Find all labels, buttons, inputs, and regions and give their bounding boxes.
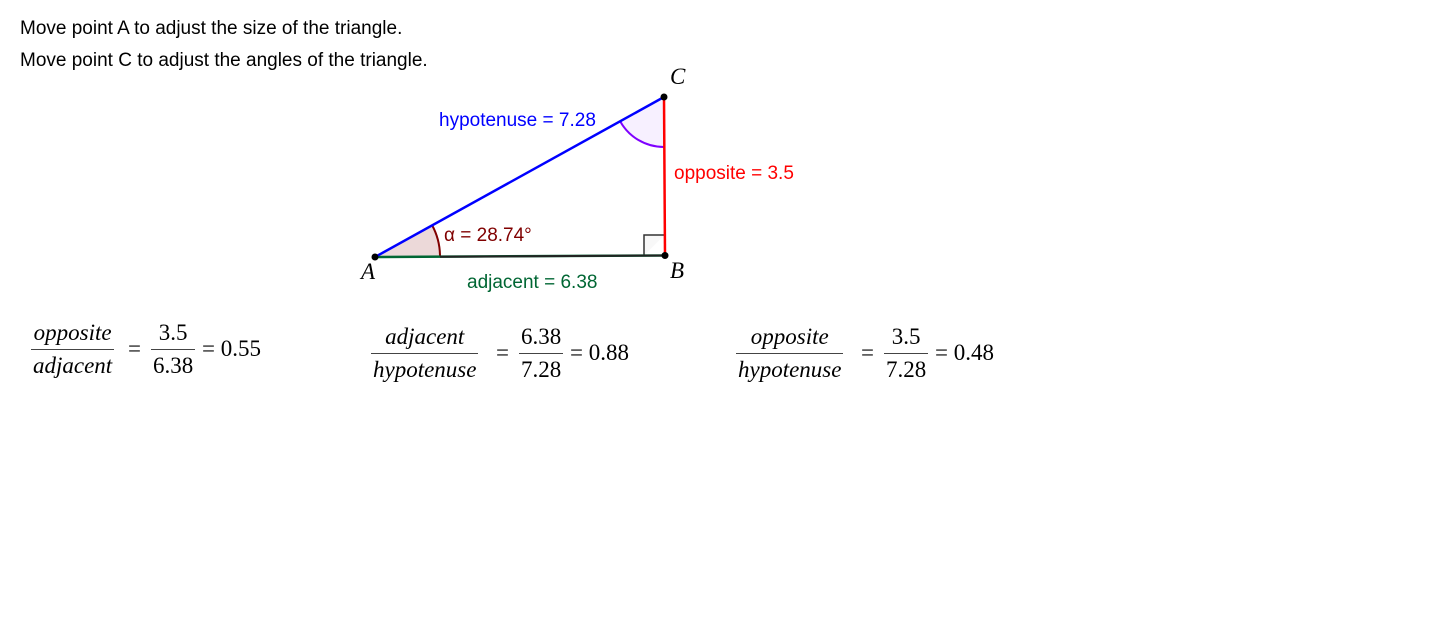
ratio-2-result: = 0.88 xyxy=(570,340,629,365)
numerator: 3.5 xyxy=(891,324,921,349)
denominator: 6.38 xyxy=(153,353,194,378)
numerator: 6.38 xyxy=(521,324,562,349)
adjacent-label: adjacent = 6.38 xyxy=(467,272,598,293)
point-a[interactable] xyxy=(371,253,379,261)
denominator: hypotenuse xyxy=(738,357,842,382)
numerator: opposite xyxy=(750,324,829,349)
equals-sign: = xyxy=(861,340,874,365)
ratio-3-result: = 0.48 xyxy=(935,340,994,365)
fraction-bar xyxy=(371,353,479,354)
numerator: 3.5 xyxy=(158,320,188,345)
adjacent-side-overlay xyxy=(439,254,666,258)
instruction-angles: Move point C to adjust the angles of the… xyxy=(20,50,428,71)
fraction-bar xyxy=(736,353,844,354)
equals-sign: = xyxy=(128,336,141,361)
ratio-1-result: = 0.55 xyxy=(202,336,261,361)
denominator: adjacent xyxy=(33,353,113,378)
denominator: 7.28 xyxy=(886,357,927,382)
ratio-3-word-fraction: opposite hypotenuse xyxy=(736,323,844,384)
point-b-label: B xyxy=(670,258,685,283)
numerator: opposite xyxy=(33,320,112,345)
ratio-3-value-fraction: 3.5 7.28 xyxy=(884,323,929,384)
ratio-2-value-fraction: 6.38 7.28 xyxy=(519,323,564,384)
point-c[interactable] xyxy=(660,93,668,101)
opposite-label: opposite = 3.5 xyxy=(674,163,794,184)
point-c-label: C xyxy=(670,64,686,89)
fraction-bar xyxy=(519,353,564,354)
ratio-2-word-fraction: adjacent hypotenuse xyxy=(371,323,479,384)
equals-sign: = xyxy=(496,340,509,365)
fraction-bar xyxy=(151,349,196,350)
denominator: 7.28 xyxy=(521,357,562,382)
opposite-side[interactable] xyxy=(662,96,667,256)
fraction-bar xyxy=(31,349,115,350)
right-angle-marker xyxy=(643,234,665,256)
fraction-bar xyxy=(884,353,929,354)
denominator: hypotenuse xyxy=(373,357,477,382)
instruction-size: Move point A to adjust the size of the t… xyxy=(20,18,403,39)
hypotenuse-side[interactable] xyxy=(374,95,665,259)
ratio-1-value-fraction: 3.5 6.38 xyxy=(151,319,196,380)
angle-alpha-label: α = 28.74° xyxy=(444,225,532,246)
angle-c-sector xyxy=(620,97,664,148)
angle-c-arc xyxy=(619,120,665,149)
numerator: adjacent xyxy=(385,324,465,349)
point-b xyxy=(661,252,669,259)
point-a-label: A xyxy=(361,259,376,284)
ratio-1-word-fraction: opposite adjacent xyxy=(31,319,115,380)
hypotenuse-label: hypotenuse = 7.28 xyxy=(439,110,596,131)
